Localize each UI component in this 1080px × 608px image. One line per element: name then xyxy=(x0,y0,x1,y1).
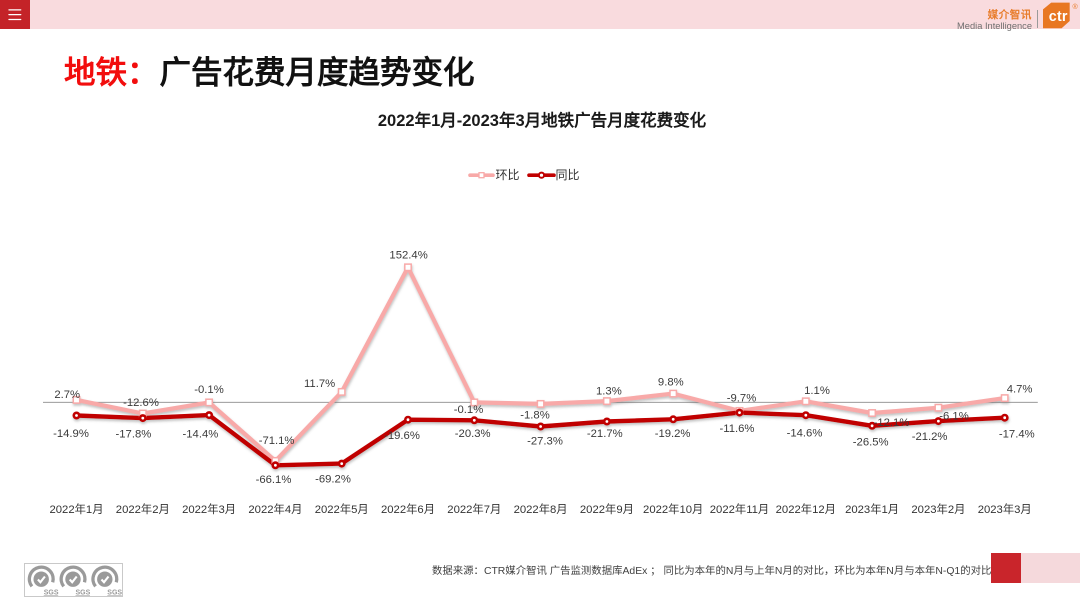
svg-text:-20.3%: -20.3% xyxy=(455,428,491,440)
svg-text:2.7%: 2.7% xyxy=(54,389,80,401)
svg-text:SGS: SGS xyxy=(107,589,122,596)
svg-text:2022年11月: 2022年11月 xyxy=(710,502,769,516)
svg-text:2022年2月: 2022年2月 xyxy=(116,502,170,516)
svg-text:2023年2月: 2023年2月 xyxy=(911,502,965,516)
svg-text:-71.1%: -71.1% xyxy=(259,435,295,447)
svg-text:同比: 同比 xyxy=(556,168,580,182)
svg-text:2022年9月: 2022年9月 xyxy=(580,502,634,516)
svg-text:环比: 环比 xyxy=(496,168,520,182)
svg-text:-17.4%: -17.4% xyxy=(999,428,1035,440)
svg-text:-11.6%: -11.6% xyxy=(720,423,755,435)
svg-text:-69.2%: -69.2% xyxy=(315,474,351,486)
svg-text:1.1%: 1.1% xyxy=(804,385,830,397)
svg-text:2022年3月: 2022年3月 xyxy=(182,502,236,516)
svg-text:SGS: SGS xyxy=(76,589,91,596)
svg-text:-21.7%: -21.7% xyxy=(587,428,623,440)
svg-text:2022年1月: 2022年1月 xyxy=(49,502,103,516)
svg-text:-14.9%: -14.9% xyxy=(53,428,89,440)
svg-text:2023年1月: 2023年1月 xyxy=(845,502,899,516)
svg-text:-19.6%: -19.6% xyxy=(384,430,420,442)
svg-text:152.4%: 152.4% xyxy=(389,250,427,262)
svg-text:2022年6月: 2022年6月 xyxy=(381,502,435,516)
svg-text:-12.6%: -12.6% xyxy=(123,397,159,409)
svg-text:-17.8%: -17.8% xyxy=(116,428,152,440)
svg-text:-14.4%: -14.4% xyxy=(183,428,219,440)
svg-text:®: ® xyxy=(1073,3,1079,11)
svg-text:-0.1%: -0.1% xyxy=(194,384,224,396)
svg-text:-21.2%: -21.2% xyxy=(912,431,948,443)
svg-text:-14.6%: -14.6% xyxy=(787,428,823,440)
svg-text:2022年5月: 2022年5月 xyxy=(315,502,369,516)
svg-text:-0.1%: -0.1% xyxy=(454,404,484,416)
svg-text:2022年10月: 2022年10月 xyxy=(643,502,703,516)
svg-text:2022年7月: 2022年7月 xyxy=(447,502,501,516)
svg-text:-66.1%: -66.1% xyxy=(256,474,292,486)
svg-text:ctr: ctr xyxy=(1049,9,1068,25)
svg-text:2022年12月: 2022年12月 xyxy=(776,502,836,516)
svg-text:-1.8%: -1.8% xyxy=(520,410,550,422)
svg-text:-6.1%: -6.1% xyxy=(939,411,969,423)
svg-text:-19.2%: -19.2% xyxy=(655,428,691,440)
svg-text:SGS: SGS xyxy=(44,589,59,596)
svg-text:2023年3月: 2023年3月 xyxy=(978,502,1032,516)
svg-text:2022年8月: 2022年8月 xyxy=(514,502,568,516)
svg-text:4.7%: 4.7% xyxy=(1007,384,1033,396)
svg-text:9.8%: 9.8% xyxy=(658,376,684,388)
svg-text:-26.5%: -26.5% xyxy=(853,436,889,448)
svg-text:1.3%: 1.3% xyxy=(596,385,622,397)
svg-text:2022年4月: 2022年4月 xyxy=(248,502,302,516)
svg-text:-12.1%: -12.1% xyxy=(874,417,910,429)
svg-text:-27.3%: -27.3% xyxy=(527,435,563,447)
svg-text:11.7%: 11.7% xyxy=(304,378,335,390)
svg-text:-9.7%: -9.7% xyxy=(727,393,757,405)
